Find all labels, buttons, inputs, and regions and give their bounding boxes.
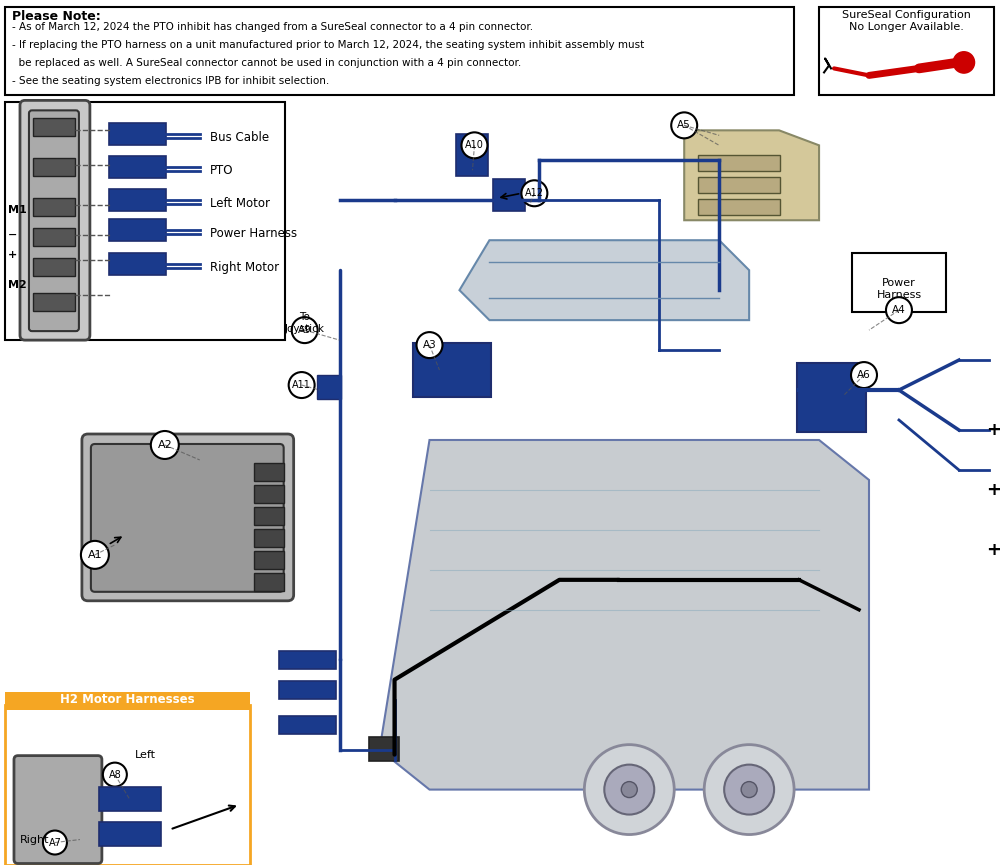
- Circle shape: [886, 298, 912, 324]
- FancyBboxPatch shape: [698, 177, 780, 193]
- Circle shape: [521, 180, 547, 206]
- Text: A12: A12: [525, 189, 544, 198]
- FancyBboxPatch shape: [317, 375, 341, 399]
- Text: Power
Harness: Power Harness: [876, 279, 922, 300]
- Text: M1: M1: [8, 205, 27, 215]
- Text: −: −: [8, 230, 17, 240]
- Text: Left Motor: Left Motor: [210, 196, 270, 210]
- FancyBboxPatch shape: [109, 219, 166, 241]
- Text: A3: A3: [423, 340, 436, 350]
- FancyBboxPatch shape: [109, 124, 166, 145]
- Text: A11: A11: [292, 380, 311, 390]
- Polygon shape: [459, 240, 749, 320]
- FancyBboxPatch shape: [254, 551, 284, 569]
- Circle shape: [954, 53, 974, 73]
- Circle shape: [417, 332, 442, 358]
- Text: - If replacing the PTO harness on a unit manufactured prior to March 12, 2024, t: - If replacing the PTO harness on a unit…: [12, 41, 644, 50]
- Text: A8: A8: [108, 770, 121, 779]
- FancyBboxPatch shape: [29, 111, 79, 331]
- Circle shape: [604, 765, 654, 815]
- FancyBboxPatch shape: [698, 199, 780, 215]
- Circle shape: [671, 112, 697, 138]
- FancyBboxPatch shape: [20, 100, 90, 340]
- Text: +: +: [986, 421, 1000, 439]
- FancyBboxPatch shape: [413, 343, 491, 397]
- Text: A1: A1: [88, 550, 102, 560]
- Circle shape: [292, 317, 318, 343]
- Text: A5: A5: [677, 120, 691, 131]
- Text: Left: Left: [135, 750, 156, 759]
- FancyBboxPatch shape: [819, 8, 994, 95]
- FancyBboxPatch shape: [254, 507, 284, 525]
- Text: Right Motor: Right Motor: [210, 260, 279, 273]
- Text: A4: A4: [892, 305, 906, 315]
- FancyBboxPatch shape: [456, 134, 488, 176]
- FancyBboxPatch shape: [5, 705, 250, 864]
- FancyBboxPatch shape: [33, 158, 75, 176]
- Circle shape: [289, 372, 315, 398]
- Text: Bus Cable: Bus Cable: [210, 131, 269, 144]
- Text: A2: A2: [157, 440, 172, 450]
- Text: +: +: [986, 541, 1000, 559]
- FancyBboxPatch shape: [33, 258, 75, 276]
- FancyBboxPatch shape: [99, 822, 161, 845]
- FancyBboxPatch shape: [5, 8, 794, 95]
- FancyBboxPatch shape: [109, 157, 166, 178]
- Text: - As of March 12, 2024 the PTO inhibit has changed from a SureSeal connector to : - As of March 12, 2024 the PTO inhibit h…: [12, 22, 533, 33]
- FancyBboxPatch shape: [109, 253, 166, 275]
- Circle shape: [724, 765, 774, 815]
- Circle shape: [851, 362, 877, 388]
- FancyBboxPatch shape: [279, 681, 336, 699]
- Text: PTO: PTO: [210, 163, 233, 176]
- FancyBboxPatch shape: [33, 228, 75, 247]
- FancyBboxPatch shape: [33, 119, 75, 137]
- FancyBboxPatch shape: [99, 786, 161, 811]
- Text: be replaced as well. A SureSeal connector cannot be used in conjunction with a 4: be replaced as well. A SureSeal connecto…: [12, 59, 521, 68]
- Text: +: +: [986, 481, 1000, 499]
- FancyBboxPatch shape: [254, 485, 284, 503]
- Polygon shape: [684, 131, 819, 221]
- Text: A10: A10: [465, 140, 484, 151]
- Text: A9: A9: [298, 325, 312, 335]
- FancyBboxPatch shape: [493, 179, 525, 211]
- Circle shape: [584, 745, 674, 835]
- FancyBboxPatch shape: [33, 198, 75, 216]
- Circle shape: [43, 830, 67, 855]
- Text: H2 Motor Harnesses: H2 Motor Harnesses: [60, 693, 194, 706]
- FancyBboxPatch shape: [279, 715, 336, 734]
- Text: SureSeal Configuration
No Longer Available.: SureSeal Configuration No Longer Availab…: [842, 10, 970, 32]
- FancyBboxPatch shape: [279, 650, 336, 669]
- FancyBboxPatch shape: [254, 463, 284, 481]
- Text: To
Joystick: To Joystick: [285, 312, 325, 334]
- Circle shape: [704, 745, 794, 835]
- Text: A6: A6: [857, 370, 871, 380]
- FancyBboxPatch shape: [369, 737, 399, 760]
- FancyBboxPatch shape: [14, 756, 102, 863]
- FancyBboxPatch shape: [33, 293, 75, 311]
- FancyBboxPatch shape: [82, 434, 294, 601]
- Circle shape: [621, 782, 637, 798]
- Text: +: +: [8, 250, 17, 260]
- Text: - See the seating system electronics IPB for inhibit selection.: - See the seating system electronics IPB…: [12, 76, 329, 86]
- FancyBboxPatch shape: [254, 529, 284, 547]
- Circle shape: [741, 782, 757, 798]
- Circle shape: [461, 132, 487, 158]
- Text: A7: A7: [48, 837, 61, 848]
- FancyBboxPatch shape: [5, 692, 250, 709]
- FancyBboxPatch shape: [852, 253, 946, 312]
- Circle shape: [81, 541, 109, 569]
- FancyBboxPatch shape: [5, 102, 285, 340]
- FancyBboxPatch shape: [109, 189, 166, 211]
- Text: Power Harness: Power Harness: [210, 227, 297, 240]
- FancyBboxPatch shape: [91, 444, 284, 592]
- Text: M2: M2: [8, 280, 27, 290]
- Circle shape: [103, 763, 127, 786]
- FancyBboxPatch shape: [698, 156, 780, 171]
- FancyBboxPatch shape: [797, 363, 866, 432]
- Text: Please Note:: Please Note:: [12, 10, 101, 23]
- Text: Right: Right: [20, 835, 49, 844]
- Circle shape: [151, 431, 179, 459]
- FancyBboxPatch shape: [254, 573, 284, 591]
- Polygon shape: [380, 440, 869, 790]
